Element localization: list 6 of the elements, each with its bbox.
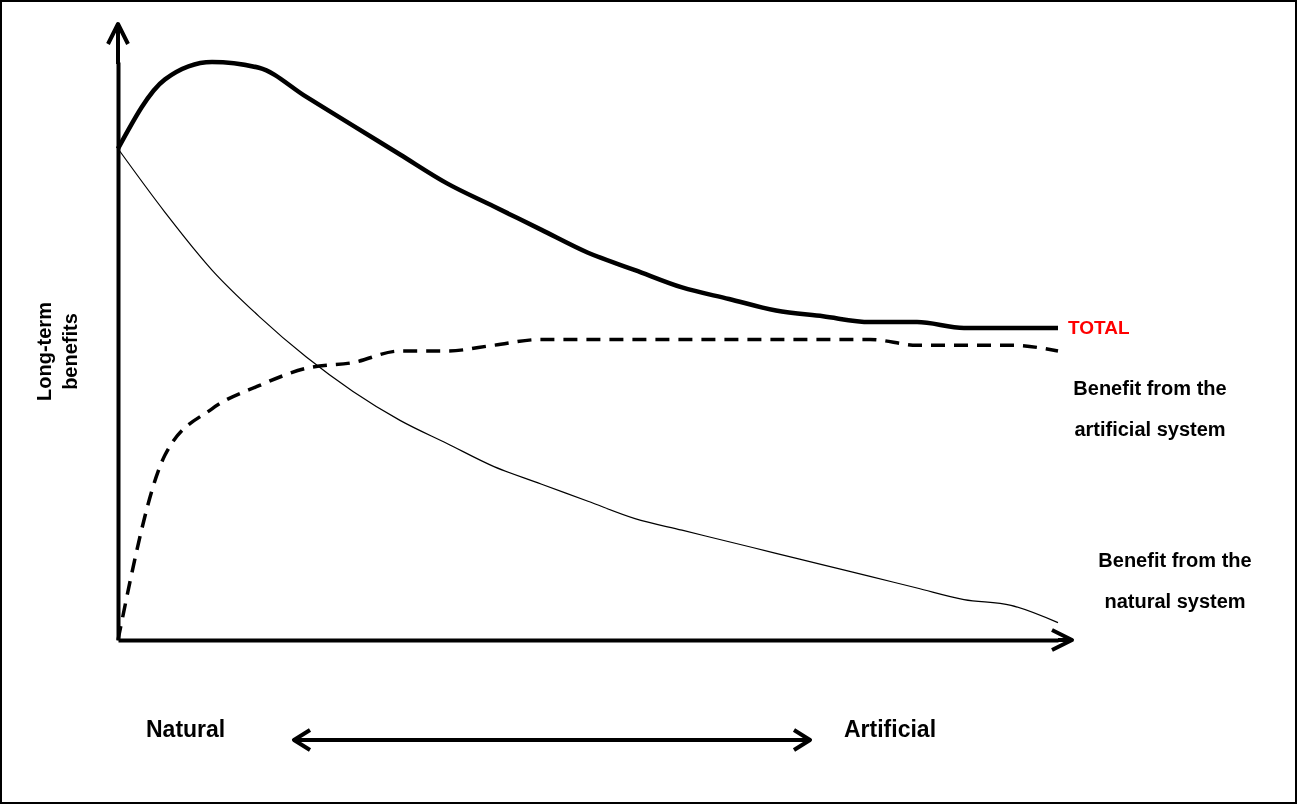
text: Natural bbox=[146, 716, 226, 743]
series-label: TOTAL bbox=[1068, 316, 1130, 338]
text: Benefit from the natural system bbox=[1098, 548, 1252, 612]
text: Artificial bbox=[844, 716, 937, 743]
y-axis-title: Long-term benefits bbox=[32, 302, 81, 401]
series-label: Benefit from the artificial system bbox=[1073, 377, 1227, 440]
